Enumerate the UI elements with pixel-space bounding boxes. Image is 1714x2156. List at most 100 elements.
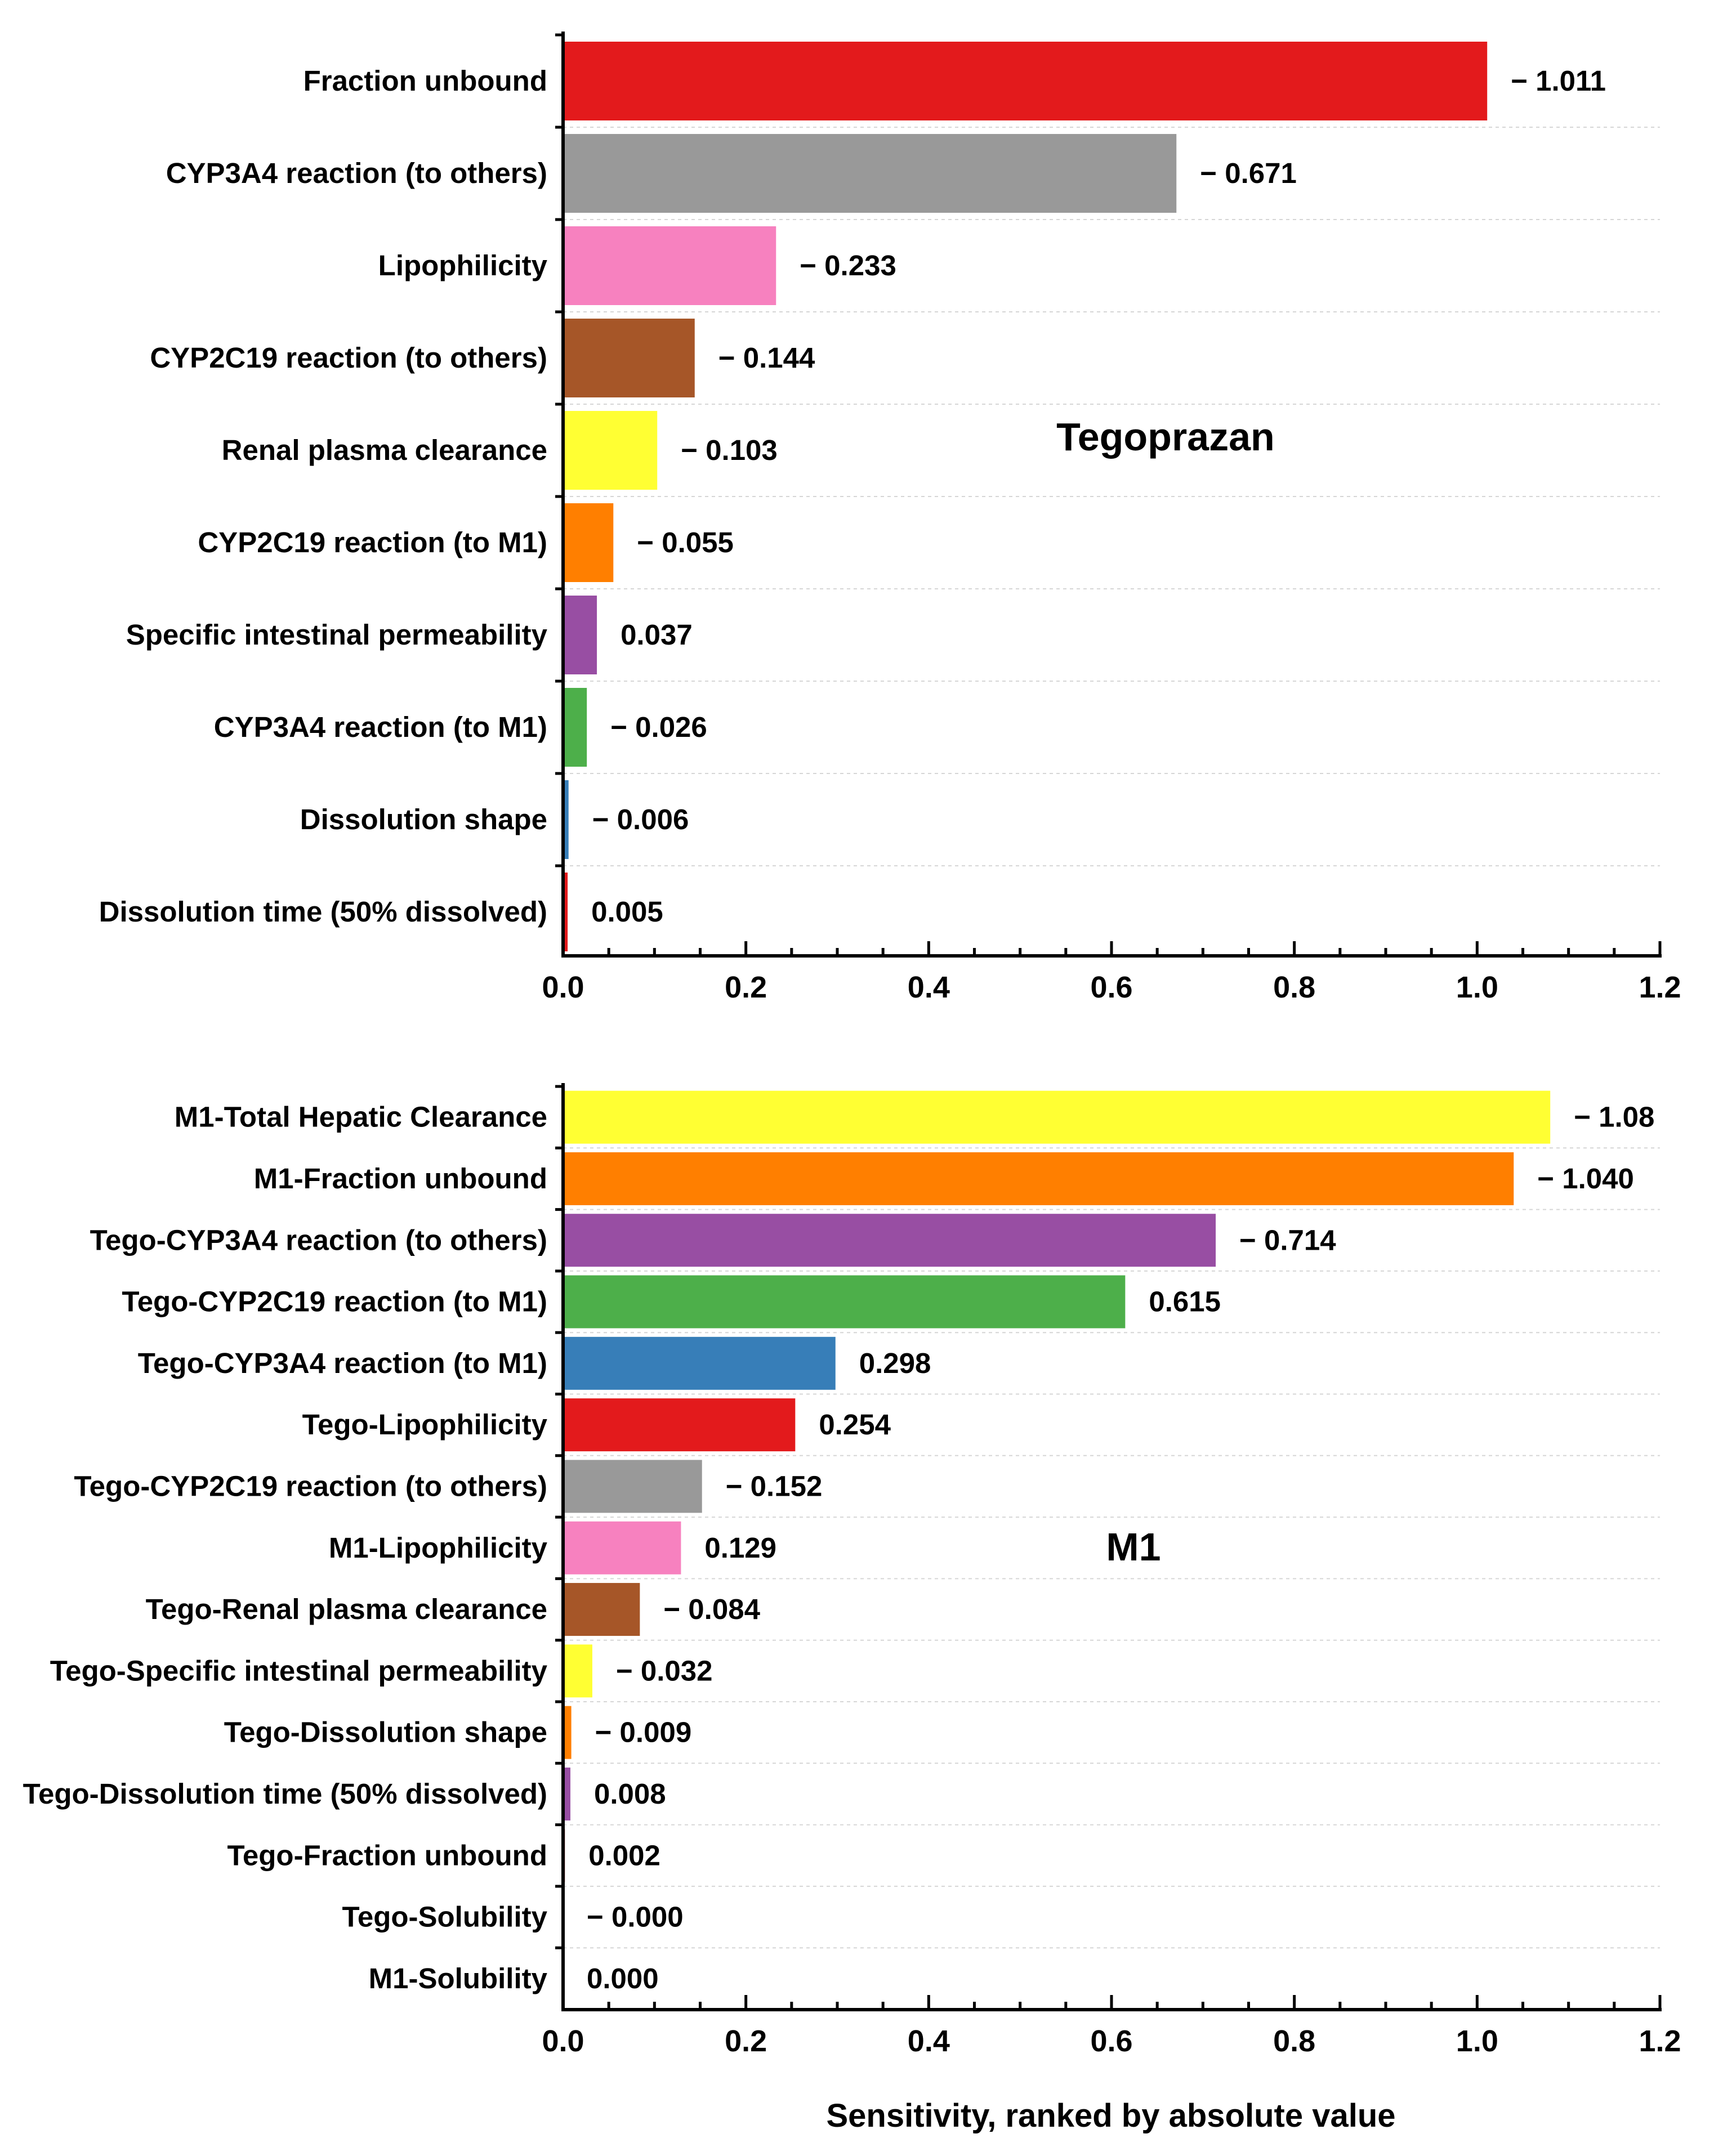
- x-tick-label: 0.2: [725, 2024, 767, 2058]
- bar-2: [563, 134, 1177, 213]
- data-label: − 1.011: [1511, 65, 1606, 97]
- data-labels-tegoprazan: − 1.011 − 0.671 − 0.233 − 0.144 − 0.103 − 0.0…: [591, 65, 1606, 928]
- category-label: Tego-CYP2C19 reaction (to others): [74, 1470, 547, 1502]
- x-tick-label: 0.8: [1273, 2024, 1315, 2058]
- data-label: − 0.714: [1239, 1224, 1336, 1256]
- data-labels-m1: − 1.08 − 1.040 − 0.714 0.615 0.298 0.254 − 0.1…: [587, 1101, 1654, 1994]
- category-label: Dissolution time (50% dissolved): [99, 896, 547, 928]
- x-tick-label: 0.4: [908, 2024, 950, 2058]
- bar-9: [563, 1583, 640, 1636]
- bar-4: [563, 1275, 1126, 1329]
- data-label: − 0.055: [637, 526, 734, 558]
- data-label: 0.037: [621, 619, 693, 651]
- x-tick-label: 0.6: [1090, 2024, 1132, 2058]
- data-label: 0.129: [704, 1532, 776, 1564]
- category-label: CYP3A4 reaction (to others): [166, 157, 547, 189]
- bar-5: [563, 411, 658, 490]
- data-label: − 0.144: [718, 342, 815, 374]
- bar-1: [563, 42, 1488, 120]
- category-label: Tego-CYP3A4 reaction (to M1): [138, 1347, 547, 1379]
- x-tick-label: 1.2: [1639, 970, 1681, 1004]
- gridlines-m1: [563, 1147, 1660, 1949]
- category-label: M1-Solubility: [369, 1962, 548, 1994]
- data-label: 0.298: [859, 1347, 931, 1379]
- data-label: 0.000: [587, 1962, 659, 1994]
- x-tick-label: 0.4: [908, 970, 950, 1004]
- bar-2: [563, 1152, 1514, 1205]
- category-label: Lipophilicity: [378, 249, 548, 281]
- category-label: Tego-Dissolution time (50% dissolved): [23, 1778, 547, 1810]
- category-label: M1-Lipophilicity: [329, 1532, 548, 1564]
- bar-10: [563, 873, 568, 951]
- category-labels-tegoprazan: Fraction unbound CYP3A4 reaction (to othe…: [99, 65, 548, 928]
- category-label: Tego-CYP3A4 reaction (to others): [90, 1224, 547, 1256]
- data-label: 0.254: [819, 1408, 891, 1441]
- bar-5: [563, 1336, 836, 1390]
- bar-1: [563, 1090, 1551, 1144]
- bar-7: [563, 1460, 702, 1513]
- gridlines-tegoprazan: [563, 127, 1660, 866]
- data-label: − 0.671: [1200, 157, 1297, 189]
- bar-3: [563, 1214, 1216, 1267]
- bar-9: [563, 780, 569, 859]
- category-label: Tego-Renal plasma clearance: [146, 1593, 547, 1625]
- category-label: Tego-Fraction unbound: [227, 1839, 547, 1871]
- category-label: Dissolution shape: [300, 803, 547, 835]
- bars-m1: [563, 1090, 1551, 2005]
- x-tick-label: 1.0: [1456, 2024, 1498, 2058]
- category-label: M1-Fraction unbound: [254, 1162, 547, 1195]
- data-label: 0.008: [594, 1778, 666, 1810]
- x-tick-label: 1.2: [1639, 2024, 1681, 2058]
- x-axis-tegoprazan: 0.0 0.2 0.4 0.6 0.8 1.0 1.2: [542, 32, 1681, 1004]
- category-label: Fraction unbound: [303, 65, 547, 97]
- category-label: Tego-Lipophilicity: [302, 1408, 548, 1441]
- category-label: CYP3A4 reaction (to M1): [214, 711, 547, 743]
- category-label: Tego-Specific intestinal permeability: [50, 1654, 548, 1687]
- panel-title-m1: M1: [1106, 1525, 1160, 1569]
- x-tick-label: 1.0: [1456, 970, 1498, 1004]
- bar-7: [563, 596, 597, 674]
- x-tick-label: 0.8: [1273, 970, 1315, 1004]
- data-label: − 1.08: [1574, 1101, 1654, 1133]
- data-label: − 0.000: [587, 1901, 684, 1933]
- data-label: − 0.006: [592, 803, 689, 835]
- data-label: − 0.026: [610, 711, 707, 743]
- bar-6: [563, 1398, 796, 1452]
- x-axis-label: Sensitivity, ranked by absolute value: [826, 2097, 1395, 2134]
- x-tick-label: 0.0: [542, 2024, 584, 2058]
- bar-11: [563, 1706, 572, 1759]
- data-label: 0.615: [1149, 1286, 1221, 1318]
- bar-8: [563, 1521, 681, 1574]
- category-label: Specific intestinal permeability: [126, 619, 548, 651]
- bar-3: [563, 226, 776, 305]
- data-label: − 0.084: [663, 1593, 760, 1625]
- data-label: − 0.009: [595, 1716, 692, 1748]
- bar-10: [563, 1644, 592, 1698]
- bar-8: [563, 688, 587, 767]
- x-tick-label: 0.6: [1090, 970, 1132, 1004]
- bar-4: [563, 319, 695, 397]
- data-label: 0.005: [591, 896, 663, 928]
- category-label: Tego-Solubility: [342, 1901, 547, 1933]
- x-axis-m1: 0.0 0.2 0.4 0.6 0.8 1.0 1.2: [542, 1083, 1681, 2058]
- data-label: − 0.152: [726, 1470, 823, 1502]
- category-labels-m1: M1-Total Hepatic Clearance M1-Fraction un…: [23, 1101, 548, 1994]
- category-label: CYP2C19 reaction (to M1): [198, 526, 547, 558]
- panel-title-tegoprazan: Tegoprazan: [1056, 415, 1275, 459]
- panel-m1: M1-Total Hepatic Clearance M1-Fraction un…: [23, 1083, 1681, 2134]
- x-tick-label: 0.0: [542, 970, 584, 1004]
- panel-tegoprazan: Fraction unbound CYP3A4 reaction (to othe…: [99, 32, 1681, 1004]
- category-label: CYP2C19 reaction (to others): [150, 342, 547, 374]
- data-label: − 0.103: [681, 434, 778, 466]
- data-label: 0.002: [588, 1839, 660, 1871]
- category-label: Renal plasma clearance: [222, 434, 547, 466]
- data-label: − 1.040: [1537, 1162, 1634, 1195]
- bar-6: [563, 503, 614, 582]
- bars-tegoprazan: [563, 42, 1488, 951]
- data-label: − 0.233: [800, 249, 896, 281]
- data-label: − 0.032: [616, 1654, 713, 1687]
- category-label: Tego-Dissolution shape: [224, 1716, 547, 1748]
- x-tick-label: 0.2: [725, 970, 767, 1004]
- category-label: Tego-CYP2C19 reaction (to M1): [122, 1286, 547, 1318]
